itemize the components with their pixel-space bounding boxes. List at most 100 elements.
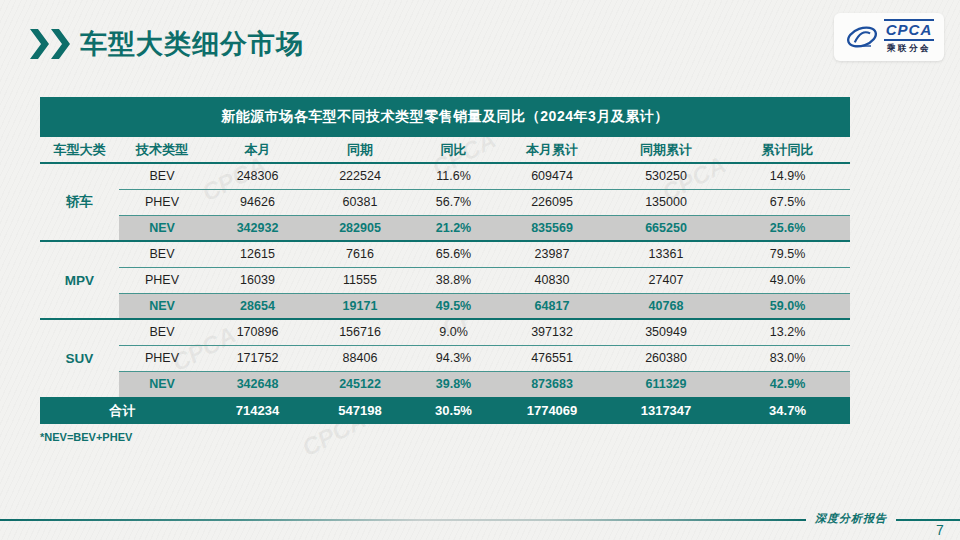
value-cell: 342932 bbox=[205, 215, 310, 241]
value-cell: 397132 bbox=[497, 319, 607, 345]
table-row: PHEV 94626 60381 56.7% 226095 135000 67.… bbox=[40, 189, 850, 215]
table-row: PHEV 171752 88406 94.3% 476551 260380 83… bbox=[40, 345, 850, 371]
cpca-logo-name: CPCA bbox=[884, 19, 935, 40]
value-cell: 245122 bbox=[310, 371, 410, 397]
category-cell: 轿车 bbox=[40, 163, 119, 241]
value-cell: 14.9% bbox=[725, 163, 850, 189]
value-cell: 16039 bbox=[205, 267, 310, 293]
table-row: PHEV 16039 11555 38.8% 40830 27407 49.0% bbox=[40, 267, 850, 293]
value-cell: 88406 bbox=[310, 345, 410, 371]
total-label-cell: 合计 bbox=[40, 397, 205, 424]
value-cell: 248306 bbox=[205, 163, 310, 189]
table-row-highlight: NEV 342648 245122 39.8% 873683 611329 42… bbox=[40, 371, 850, 397]
value-cell: 13.2% bbox=[725, 319, 850, 345]
value-cell: 56.7% bbox=[410, 189, 497, 215]
value-cell: 49.0% bbox=[725, 267, 850, 293]
value-cell: 260380 bbox=[607, 345, 725, 371]
value-cell: 42.9% bbox=[725, 371, 850, 397]
value-cell: 67.5% bbox=[725, 189, 850, 215]
footer-report-label: 深度分析报告 bbox=[812, 511, 890, 526]
table-row-highlight: NEV 28654 19171 49.5% 64817 40768 59.0% bbox=[40, 293, 850, 319]
value-cell: 226095 bbox=[497, 189, 607, 215]
value-cell: 49.5% bbox=[410, 293, 497, 319]
total-value-cell: 1774069 bbox=[497, 397, 607, 424]
table-title: 新能源市场各车型不同技术类型零售销量及同比（2024年3月及累计） bbox=[40, 97, 850, 137]
value-cell: 476551 bbox=[497, 345, 607, 371]
value-cell: 350949 bbox=[607, 319, 725, 345]
value-cell: 873683 bbox=[497, 371, 607, 397]
page-number: 7 bbox=[926, 522, 954, 538]
total-value-cell: 30.5% bbox=[410, 397, 497, 424]
tech-cell: BEV bbox=[119, 319, 205, 345]
tech-cell: NEV bbox=[119, 293, 205, 319]
value-cell: 609474 bbox=[497, 163, 607, 189]
footer-divider-line-short bbox=[896, 519, 960, 521]
category-cell: MPV bbox=[40, 241, 119, 319]
total-value-cell: 34.7% bbox=[725, 397, 850, 424]
table-row: 轿车 BEV 248306 222524 11.6% 609474 530250… bbox=[40, 163, 850, 189]
value-cell: 222524 bbox=[310, 163, 410, 189]
tech-cell: PHEV bbox=[119, 267, 205, 293]
value-cell: 25.6% bbox=[725, 215, 850, 241]
value-cell: 19171 bbox=[310, 293, 410, 319]
value-cell: 27407 bbox=[607, 267, 725, 293]
value-cell: 12615 bbox=[205, 241, 310, 267]
cpca-logo-text: CPCA 乘联分会 bbox=[884, 19, 935, 54]
tech-cell: NEV bbox=[119, 371, 205, 397]
value-cell: 60381 bbox=[310, 189, 410, 215]
value-cell: 7616 bbox=[310, 241, 410, 267]
value-cell: 9.0% bbox=[410, 319, 497, 345]
total-value-cell: 547198 bbox=[310, 397, 410, 424]
column-header: 车型大类 bbox=[40, 137, 119, 163]
value-cell: 28654 bbox=[205, 293, 310, 319]
value-cell: 59.0% bbox=[725, 293, 850, 319]
tech-cell: PHEV bbox=[119, 345, 205, 371]
slide: 车型大类细分市场 CPCA 乘联分会 CPCA CPCA CPCA CPCA C… bbox=[0, 0, 960, 540]
value-cell: 23987 bbox=[497, 241, 607, 267]
value-cell: 170896 bbox=[205, 319, 310, 345]
footer-divider-line bbox=[0, 519, 806, 521]
value-cell: 282905 bbox=[310, 215, 410, 241]
value-cell: 83.0% bbox=[725, 345, 850, 371]
value-cell: 64817 bbox=[497, 293, 607, 319]
value-cell: 342648 bbox=[205, 371, 310, 397]
value-cell: 39.8% bbox=[410, 371, 497, 397]
cpca-logo-icon bbox=[844, 23, 880, 51]
table-row: SUV BEV 170896 156716 9.0% 397132 350949… bbox=[40, 319, 850, 345]
value-cell: 135000 bbox=[607, 189, 725, 215]
value-cell: 530250 bbox=[607, 163, 725, 189]
cpca-logo-subtitle: 乘联分会 bbox=[887, 43, 931, 55]
value-cell: 11555 bbox=[310, 267, 410, 293]
table-total-row: 合计 714234 547198 30.5% 1774069 1317347 3… bbox=[40, 397, 850, 424]
value-cell: 94626 bbox=[205, 189, 310, 215]
column-header: 本月累计 bbox=[497, 137, 607, 163]
value-cell: 13361 bbox=[607, 241, 725, 267]
value-cell: 21.2% bbox=[410, 215, 497, 241]
tech-cell: BEV bbox=[119, 241, 205, 267]
column-header: 累计同比 bbox=[725, 137, 850, 163]
slide-header: 车型大类细分市场 bbox=[30, 26, 304, 62]
column-header: 技术类型 bbox=[119, 137, 205, 163]
value-cell: 171752 bbox=[205, 345, 310, 371]
total-value-cell: 1317347 bbox=[607, 397, 725, 424]
tech-cell: BEV bbox=[119, 163, 205, 189]
table-footnote: *NEV=BEV+PHEV bbox=[40, 431, 850, 443]
page-title: 车型大类细分市场 bbox=[80, 26, 304, 62]
category-cell: SUV bbox=[40, 319, 119, 397]
chevron-right-icon bbox=[30, 29, 49, 59]
value-cell: 38.8% bbox=[410, 267, 497, 293]
value-cell: 11.6% bbox=[410, 163, 497, 189]
market-table-section: 新能源市场各车型不同技术类型零售销量及同比（2024年3月及累计） 车型大类 技… bbox=[40, 97, 850, 443]
value-cell: 835569 bbox=[497, 215, 607, 241]
table-title-row: 新能源市场各车型不同技术类型零售销量及同比（2024年3月及累计） bbox=[40, 97, 850, 137]
value-cell: 611329 bbox=[607, 371, 725, 397]
value-cell: 40768 bbox=[607, 293, 725, 319]
cpca-logo: CPCA 乘联分会 bbox=[834, 13, 944, 61]
column-header: 同期累计 bbox=[607, 137, 725, 163]
column-header: 同比 bbox=[410, 137, 497, 163]
table-row: MPV BEV 12615 7616 65.6% 23987 13361 79.… bbox=[40, 241, 850, 267]
value-cell: 156716 bbox=[310, 319, 410, 345]
table-row-highlight: NEV 342932 282905 21.2% 835569 665250 25… bbox=[40, 215, 850, 241]
column-header: 同期 bbox=[310, 137, 410, 163]
value-cell: 65.6% bbox=[410, 241, 497, 267]
